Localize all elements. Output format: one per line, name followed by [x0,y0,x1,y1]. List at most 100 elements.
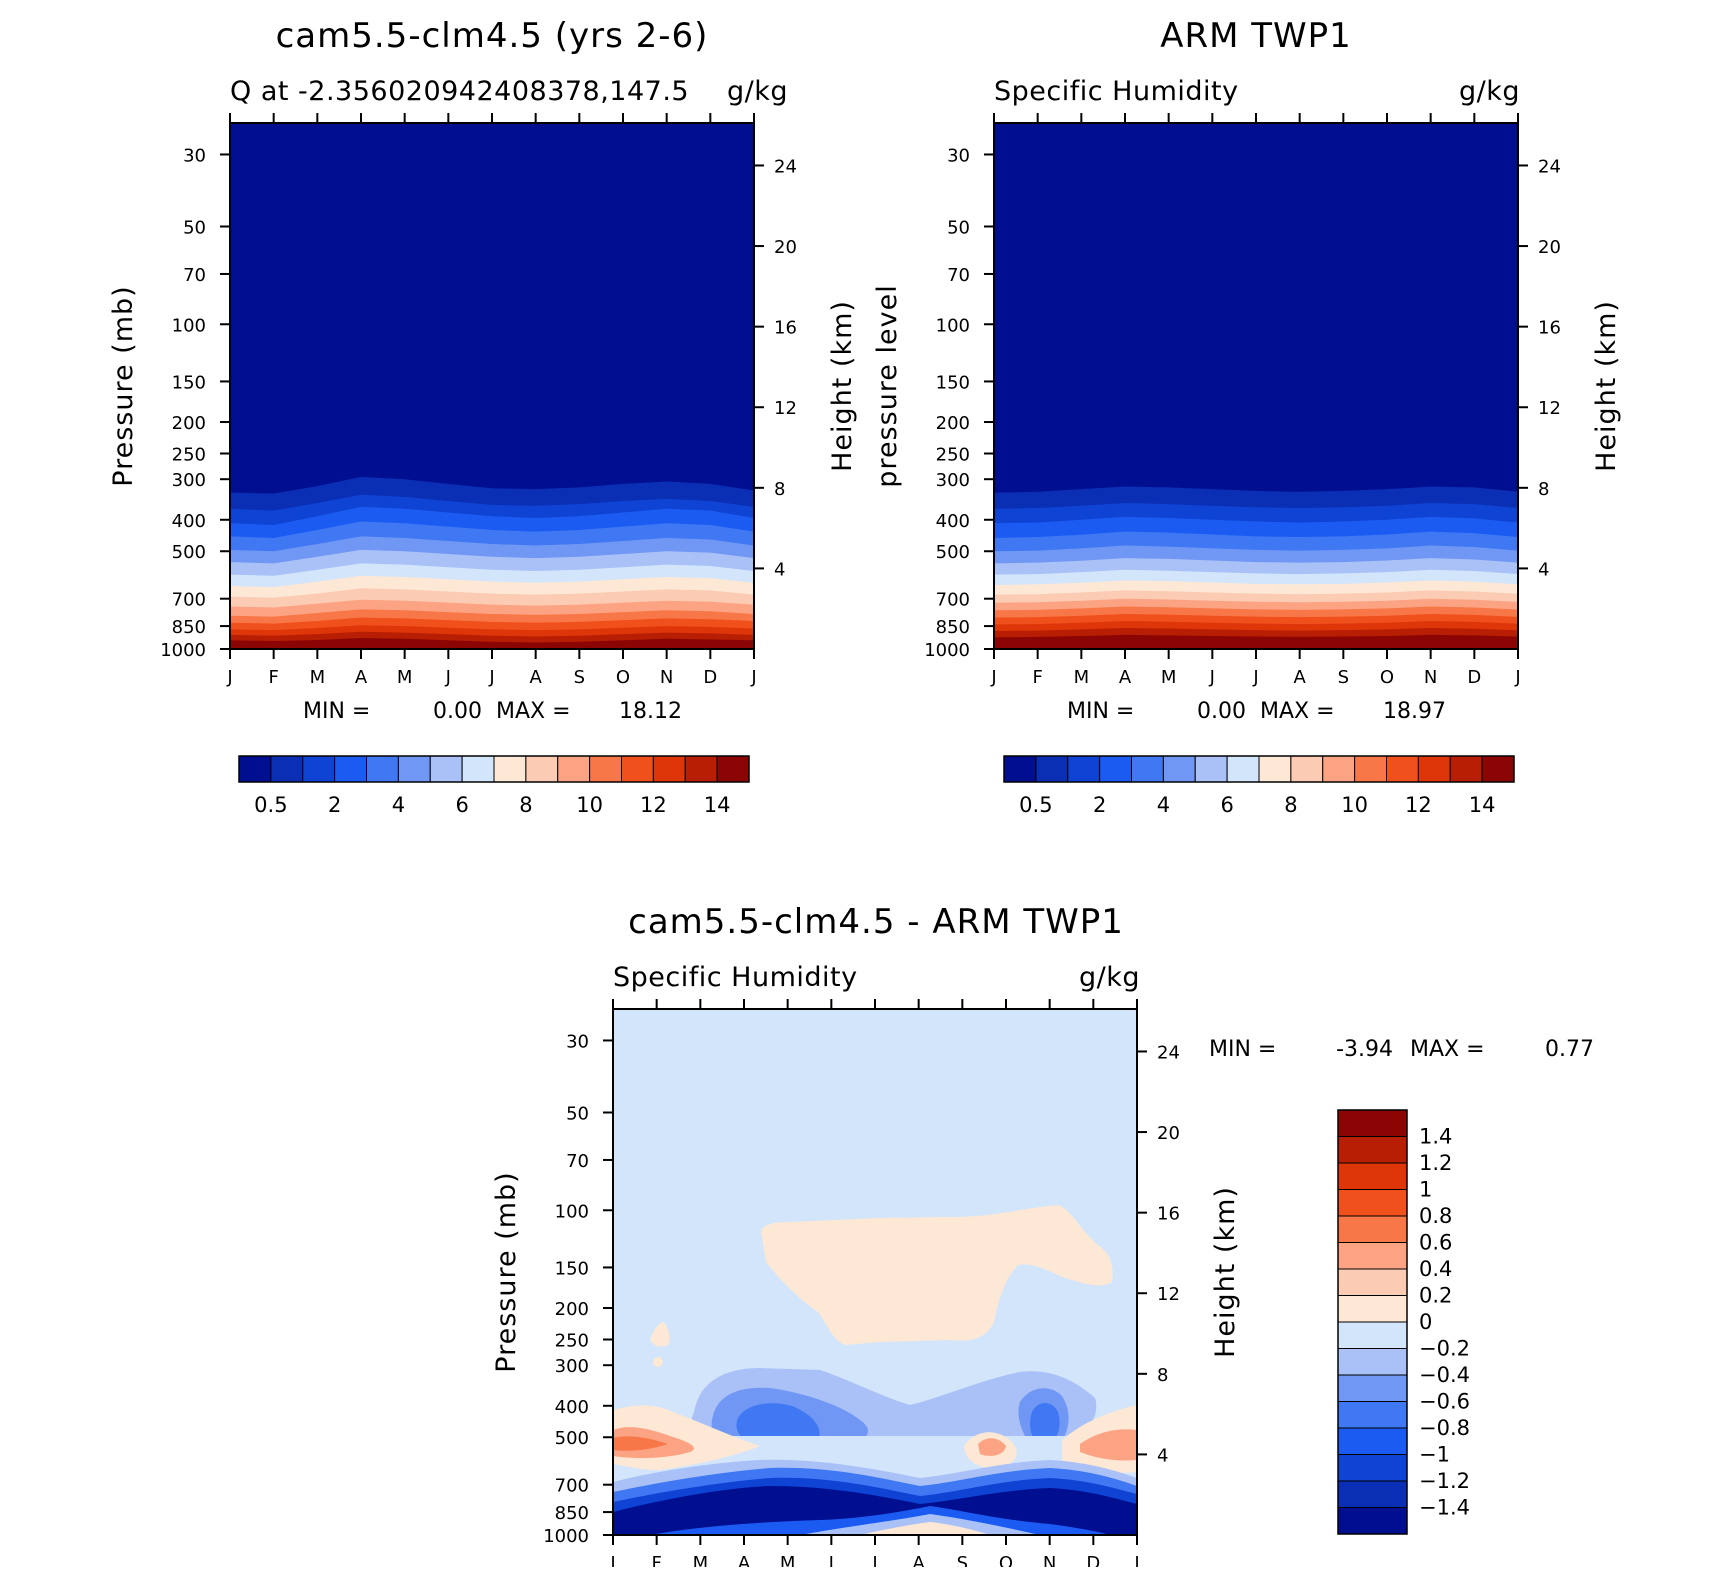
panel-model-colorbar: 0.5 2 4 6 8 10 12 14 [238,755,750,817]
panel-diff-xtick-label-8: S [957,1553,968,1567]
panel-diff-colorbar-swatch-15 [1337,1507,1408,1535]
panel-diff-xtick-label-5: J [828,1553,834,1567]
panel-diff-colorbar-swatch-3 [1337,1189,1408,1217]
panel-diff-colorbar-swatch-6 [1337,1268,1408,1296]
panel-diff-xtick-label-6: J [871,1553,877,1567]
panel-obs-ytick-label-10: 700 [936,590,970,611]
panel-obs-ytick-label-4: 150 [936,372,970,393]
panel-diff-colorbar-swatch-13 [1337,1454,1408,1482]
panel-model-ylabel: Pressure (mb) [108,285,139,486]
panel-obs-colorbar-label-3: 6 [1220,793,1233,817]
panel-obs-colorbar-label-0: 0.5 [1019,793,1052,817]
panel-obs-ytick-label-11: 850 [936,617,970,638]
panel-obs-xtick-label-7: A [1294,667,1307,688]
panel-model-colorbar-swatch-14 [684,755,718,783]
diff-positive-upper-region [760,1205,1113,1345]
panel-diff-colorbar-label-0: 1.4 [1419,1125,1452,1149]
panel-obs-ytick-label-6: 250 [936,444,970,465]
panel-model-ytick-label-6: 250 [172,444,206,465]
panel-obs-ytick-label-12: 1000 [924,640,970,661]
panel-diff-subtitle: Specific Humidity [613,962,858,993]
panel-diff-colorbar-label-3: 0.8 [1419,1204,1452,1228]
panel-model-htick-label-0: 4 [774,559,785,580]
diff-negative-spot-deep-1 [736,1403,820,1442]
panel-obs-xtick-label-8: S [1338,667,1349,688]
panel-diff-ytick-label-3: 100 [555,1201,589,1222]
panel-model-colorbar-swatch-4 [366,755,399,783]
panel-obs-colorbar-swatch-9 [1290,755,1324,783]
panel-diff-htick-label-3: 16 [1157,1204,1180,1225]
panel-diff-colorbar-swatch-14 [1337,1480,1408,1508]
panel-model-ytick-label-3: 100 [172,315,206,336]
panel-obs-htick-label-3: 16 [1538,318,1561,339]
panel-diff-colorbar-label-4: 0.6 [1419,1231,1452,1255]
panel-diff-colorbar-label-8: −0.2 [1419,1337,1470,1361]
panel-obs-ytick-label-7: 300 [936,470,970,491]
panel-obs-colorbar-swatch-8 [1258,755,1292,783]
panel-model-htick-label-5: 24 [774,156,797,177]
panel-model-colorbar-swatch-13 [652,755,686,783]
panel-obs-colorbar-swatch-12 [1386,755,1419,783]
panel-diff-ytick-label-9: 500 [555,1428,589,1449]
panel-model-ytick-label-2: 70 [183,265,206,286]
panel-diff-colorbar-label-10: −0.6 [1419,1390,1470,1414]
panel-diff-colorbar-label-11: −0.8 [1419,1416,1470,1440]
panel-obs-max-label: MAX = [1260,699,1335,724]
panel-model-colorbar-swatch-10 [557,755,591,783]
panel-model-colorbar-label-3: 6 [455,793,468,817]
panel-obs-colorbar-swatch-3 [1099,755,1132,783]
panel-diff-max-value: 0.77 [1545,1037,1594,1062]
panel-obs-ytick-label-0: 30 [947,145,970,166]
panel-obs-colorbar-label-5: 10 [1341,793,1368,817]
panel-obs-max-value: 18.97 [1383,699,1446,724]
panel-model-xtick-label-8: S [574,667,585,688]
panel-obs-xtick-label-11: D [1467,667,1481,688]
panel-diff-colorbar-label-9: −0.4 [1419,1363,1470,1387]
panel-obs-layer-0 [994,641,1518,649]
panel-diff-colorbar-swatch-4 [1337,1215,1408,1243]
panel-model-min-value: 0.00 [433,699,482,724]
panel-diff-units: g/kg [1079,962,1140,993]
panel-obs-xtick-label-3: A [1119,667,1132,688]
panel-model-xtick-label-11: D [703,667,717,688]
panel-obs-colorbar-swatch-11 [1354,755,1387,783]
panel-diff-colorbar-label-2: 1 [1419,1178,1432,1202]
panel-diff: cam5.5-clm4.5 - ARM TWP1 Specific Humidi… [491,902,1594,1572]
panel-obs-colorbar-label-6: 12 [1405,793,1432,817]
panel-diff-ytick-label-5: 200 [555,1299,589,1320]
panel-obs-ytick-label-1: 50 [947,218,970,239]
panel-obs-colorbar-swatch-15 [1481,755,1515,783]
panel-model-htick-label-2: 12 [774,398,797,419]
panel-obs-ytick-label-5: 200 [936,413,970,434]
panel-model-ytick-label-11: 850 [172,617,206,638]
panel-model-htick-label-3: 16 [774,318,797,339]
panel-diff-colorbar-label-7: 0 [1419,1310,1432,1334]
panel-obs-xtick-label-5: J [1209,667,1215,688]
panel-model-colorbar-label-2: 4 [392,793,405,817]
panel-diff-htick-label-0: 4 [1157,1445,1168,1466]
panel-model-colorbar-swatch-2 [302,755,336,783]
panel-obs-colorbar-swatch-1 [1035,755,1069,783]
panel-diff-xtick-label-4: M [780,1553,796,1567]
panel-diff-colorbar-swatch-9 [1337,1348,1408,1376]
panel-model-xtick-label-10: N [660,667,673,688]
panel-obs-colorbar-swatch-6 [1194,755,1228,783]
panel-diff-min-label: MIN = [1209,1037,1276,1062]
panel-model-colorbar-swatch-5 [397,755,431,783]
panel-obs-xtick-label-1: F [1032,667,1042,688]
panel-diff-htick-label-2: 12 [1157,1284,1180,1305]
panel-obs-xtick-label-12: J [1514,667,1520,688]
panel-diff-ytick-label-2: 70 [566,1151,589,1172]
panel-diff-xtick-label-1: F [651,1553,661,1567]
panel-diff-xtick-label-12: J [1133,1553,1139,1567]
panel-model-ytick-label-8: 400 [172,511,206,532]
panel-model-colorbar-swatch-6 [429,755,463,783]
panel-model-colorbar-label-1: 2 [328,793,341,817]
panel-obs-colorbar-label-7: 14 [1469,793,1496,817]
panel-obs-subtitle: Specific Humidity [994,76,1239,107]
panel-diff-field [613,1009,1137,1535]
panel-model-ytick-label-1: 50 [183,218,206,239]
panel-model-units: g/kg [727,76,788,107]
panel-obs-ytick-label-9: 500 [936,542,970,563]
panel-model-title: cam5.5-clm4.5 (yrs 2-6) [276,16,709,56]
